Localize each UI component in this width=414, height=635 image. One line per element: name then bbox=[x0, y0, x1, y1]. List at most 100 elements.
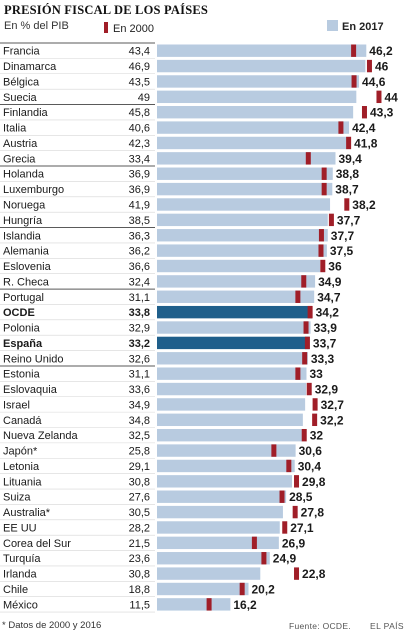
marker-2000-israel bbox=[312, 398, 318, 411]
value-2000-label-r-checa: 32,4 bbox=[129, 276, 150, 288]
marker-2000-alemania bbox=[318, 244, 324, 257]
category-label-alemania: Alemania bbox=[3, 246, 50, 258]
bar-2017-finlandia bbox=[157, 106, 354, 119]
value-2000-label-ocde: 33,8 bbox=[129, 307, 150, 319]
value-2000-label-chile: 18,8 bbox=[129, 584, 150, 596]
value-2017-label-australia: 27,8 bbox=[301, 506, 325, 520]
marker-2000-irlanda bbox=[294, 567, 300, 580]
marker-2000-suecia bbox=[376, 90, 382, 104]
value-2017-label-letonia: 30,4 bbox=[298, 459, 322, 473]
bar-2017-polonia bbox=[157, 321, 311, 334]
category-label-nueva-zelanda: Nueva Zelanda bbox=[3, 430, 78, 442]
value-2000-label-espana: 33,2 bbox=[129, 338, 150, 350]
value-2017-label-reino-unido: 33,3 bbox=[311, 352, 335, 366]
value-2000-label-israel: 34,9 bbox=[129, 399, 150, 411]
category-label-dinamarca: Dinamarca bbox=[3, 61, 57, 73]
marker-2000-finlandia bbox=[361, 106, 367, 119]
value-2017-label-ocde: 34,2 bbox=[316, 306, 340, 320]
bar-2017-eslovenia bbox=[157, 259, 321, 273]
category-label-hungria: Hungría bbox=[3, 215, 43, 227]
bar-2017-estonia bbox=[157, 367, 307, 380]
marker-2000-canada bbox=[312, 413, 318, 427]
bar-2017-corea-del-sur bbox=[157, 536, 279, 550]
category-label-ocde: OCDE bbox=[3, 307, 35, 319]
value-2000-label-lituania: 30,8 bbox=[129, 476, 150, 488]
marker-2000-islandia bbox=[318, 229, 324, 242]
category-label-chile: Chile bbox=[3, 584, 28, 596]
footnote: * Datos de 2000 y 2016 bbox=[2, 620, 102, 631]
category-label-letonia: Letonia bbox=[3, 461, 40, 473]
value-2017-label-lituania: 29,8 bbox=[302, 475, 326, 489]
bar-2017-luxemburgo bbox=[157, 182, 333, 196]
marker-2000-suiza bbox=[279, 490, 285, 503]
value-2017-label-irlanda: 22,8 bbox=[302, 567, 326, 581]
value-2017-label-corea-del-sur: 26,9 bbox=[282, 536, 306, 550]
value-2017-label-canada: 32,2 bbox=[320, 413, 344, 427]
value-2000-label-estonia: 31,1 bbox=[129, 369, 150, 381]
category-label-noruega: Noruega bbox=[3, 199, 46, 211]
bar-2017-espana bbox=[157, 336, 310, 350]
category-label-eslovaquia: Eslovaquia bbox=[3, 384, 58, 396]
value-2000-label-mexico: 11,5 bbox=[129, 599, 150, 611]
category-label-japon: Japón* bbox=[3, 446, 38, 458]
marker-2000-japon bbox=[271, 444, 277, 457]
value-2000-label-islandia: 36,3 bbox=[129, 230, 150, 242]
category-label-corea-del-sur: Corea del Sur bbox=[3, 538, 71, 550]
bar-2017-lituania bbox=[157, 475, 292, 488]
value-2000-label-canada: 34,8 bbox=[129, 415, 150, 427]
bar-2017-italia bbox=[157, 121, 350, 134]
marker-2000-grecia bbox=[305, 152, 311, 165]
marker-2000-australia bbox=[292, 505, 298, 519]
value-2000-label-grecia: 33,4 bbox=[129, 153, 150, 165]
marker-2000-mexico bbox=[206, 598, 212, 611]
category-label-suecia: Suecia bbox=[3, 92, 38, 104]
value-2000-label-japon: 25,8 bbox=[129, 446, 150, 458]
value-2000-label-portugal: 31,1 bbox=[129, 292, 150, 304]
category-label-espana: España bbox=[3, 338, 43, 350]
category-label-francia: Francia bbox=[3, 46, 41, 58]
value-2000-label-finlandia: 45,8 bbox=[129, 107, 150, 119]
bar-2017-austria bbox=[157, 136, 347, 150]
marker-2000-holanda bbox=[321, 167, 327, 180]
value-2017-label-suiza: 28,5 bbox=[289, 490, 313, 504]
marker-2000-estonia bbox=[295, 367, 301, 380]
value-2000-label-eslovenia: 36,6 bbox=[129, 261, 150, 273]
marker-2000-eslovenia bbox=[320, 259, 326, 273]
bar-2017-dinamarca bbox=[157, 59, 366, 73]
source-note: Fuente: OCDE. bbox=[289, 621, 352, 631]
value-2000-label-turquia: 23,6 bbox=[129, 553, 150, 565]
marker-2000-dinamarca bbox=[366, 59, 372, 73]
value-2000-label-australia: 30,5 bbox=[129, 507, 150, 519]
value-2017-label-r-checa: 34,9 bbox=[318, 275, 342, 289]
value-2017-label-ee-uu: 27,1 bbox=[290, 521, 314, 535]
bar-2017-belgica bbox=[157, 75, 360, 88]
bar-2017-islandia bbox=[157, 229, 328, 242]
value-2017-label-polonia: 33,9 bbox=[314, 321, 338, 335]
category-label-ee-uu: EE UU bbox=[3, 522, 37, 534]
value-2000-label-hungria: 38,5 bbox=[129, 215, 150, 227]
marker-2000-belgica bbox=[351, 75, 357, 88]
value-2000-label-eslovaquia: 33,6 bbox=[129, 384, 150, 396]
category-label-holanda: Holanda bbox=[3, 169, 45, 181]
value-2000-label-alemania: 36,2 bbox=[129, 246, 150, 258]
category-label-grecia: Grecia bbox=[3, 153, 36, 165]
value-2000-label-suiza: 27,6 bbox=[129, 492, 150, 504]
chart-title: PRESIÓN FISCAL DE LOS PAÍSES bbox=[4, 3, 209, 17]
marker-2000-eslovaquia bbox=[306, 382, 312, 396]
value-2000-label-dinamarca: 46,9 bbox=[129, 61, 150, 73]
marker-2000-portugal bbox=[295, 290, 301, 303]
marker-2000-reino-unido bbox=[302, 352, 308, 365]
legend-label-2000: En 2000 bbox=[113, 23, 154, 35]
marker-2000-italia bbox=[338, 121, 344, 134]
value-2017-label-holanda: 38,8 bbox=[336, 167, 360, 181]
category-label-mexico: México bbox=[3, 599, 38, 611]
bar-2017-irlanda bbox=[157, 567, 261, 580]
bar-2017-francia bbox=[157, 44, 367, 57]
bar-2017-australia bbox=[157, 505, 283, 519]
category-label-australia: Australia* bbox=[3, 507, 51, 519]
marker-2000-francia bbox=[351, 44, 357, 57]
value-2000-label-holanda: 36,9 bbox=[129, 169, 150, 181]
value-2017-label-austria: 41,8 bbox=[354, 136, 378, 150]
value-2000-label-reino-unido: 32,6 bbox=[129, 353, 150, 365]
value-2000-label-irlanda: 30,8 bbox=[129, 569, 150, 581]
